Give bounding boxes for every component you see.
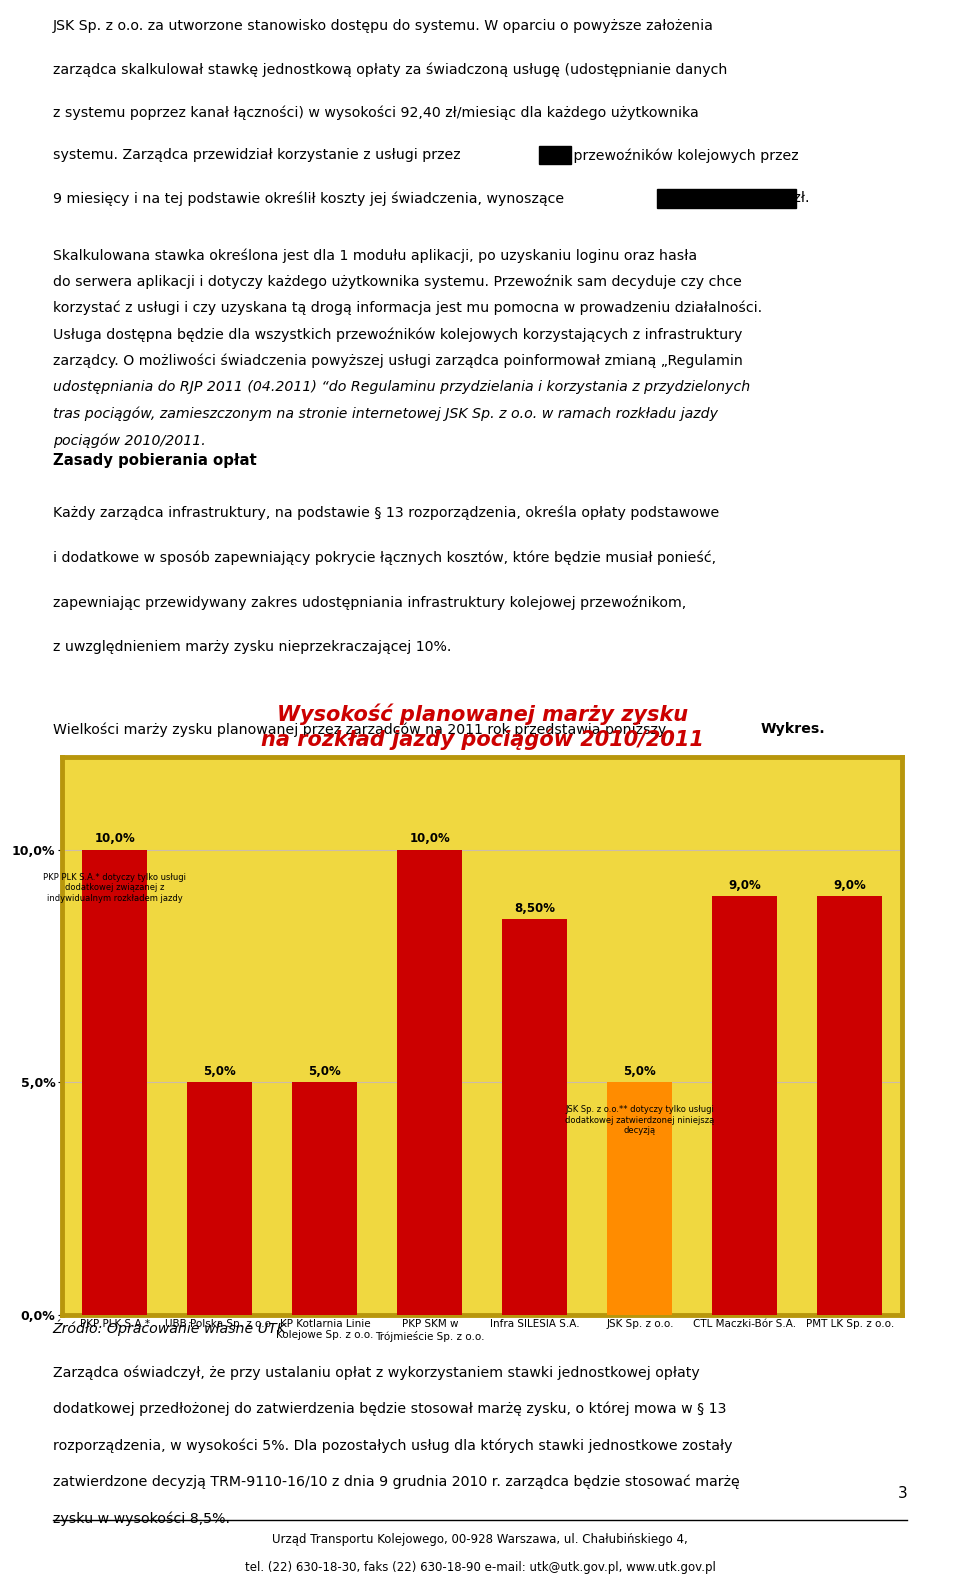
Text: tras pociągów, zamieszczonym na stronie internetowej JSK Sp. z o.o. w ramach roz: tras pociągów, zamieszczonym na stronie … (53, 406, 718, 422)
Text: pociągów 2010/2011.: pociągów 2010/2011. (53, 433, 205, 447)
Text: 5: 5 (541, 149, 568, 163)
Text: korzystać z usługi i czy uzyskana tą drogą informacja jest mu pomocna w prowadze: korzystać z usługi i czy uzyskana tą dro… (53, 300, 762, 316)
Text: Wielkości marży zysku planowanej przez zarządców na 2011 rok przedstawia poniższ: Wielkości marży zysku planowanej przez z… (53, 722, 670, 736)
Text: Wykres.: Wykres. (760, 722, 825, 736)
Text: 10,0%: 10,0% (94, 833, 135, 845)
Text: systemu. Zarządca przewidział korzystanie z usługi przez: systemu. Zarządca przewidział korzystani… (53, 149, 465, 163)
Text: dodatkowej przedłożonej do zatwierdzenia będzie stosował marżę zysku, o której m: dodatkowej przedłożonej do zatwierdzenia… (53, 1401, 727, 1416)
Bar (83, 850, 148, 1315)
Text: 10,0%: 10,0% (410, 833, 450, 845)
Text: Każdy zarządca infrastruktury, na podstawie § 13 rozporządzenia, określa opłaty : Każdy zarządca infrastruktury, na podsta… (53, 506, 719, 520)
Text: 5,0%: 5,0% (624, 1065, 657, 1078)
Text: Urząd Transportu Kolejowego, 00-928 Warszawa, ul. Chałubińskiego 4,: Urząd Transportu Kolejowego, 00-928 Wars… (272, 1533, 688, 1545)
Bar (293, 1082, 357, 1315)
Text: z systemu poprzez kanał łączności) w wysokości 92,40 zł/miesiąc dla każdego użyt: z systemu poprzez kanał łączności) w wys… (53, 106, 699, 120)
Text: i dodatkowe w sposób zapewniający pokrycie łącznych kosztów, które będzie musiał: i dodatkowe w sposób zapewniający pokryc… (53, 550, 716, 564)
Text: Zasady pobierania opłat: Zasady pobierania opłat (53, 453, 256, 468)
Text: 5,0%: 5,0% (308, 1065, 341, 1078)
Bar (187, 1082, 252, 1315)
Text: 4 158,00: 4 158,00 (660, 191, 794, 205)
Bar (817, 896, 882, 1315)
Text: zatwierdzone decyzją TRM-9110-16/10 z dnia 9 grudnia 2010 r. zarządca będzie sto: zatwierdzone decyzją TRM-9110-16/10 z dn… (53, 1474, 739, 1490)
Title: Wysokość planowanej marży zysku
na rozkład jazdy pociągów 2010/2011: Wysokość planowanej marży zysku na rozkł… (261, 703, 704, 749)
Text: zarządcy. O możliwości świadczenia powyższej usługi zarządca poinformował zmianą: zarządcy. O możliwości świadczenia powyż… (53, 354, 743, 368)
Text: 9,0%: 9,0% (833, 878, 866, 891)
Text: do serwera aplikacji i dotyczy każdego użytkownika systemu. Przewoźnik sam decyd: do serwera aplikacji i dotyczy każdego u… (53, 275, 742, 289)
Text: 9 miesięcy i na tej podstawie określił koszty jej świadczenia, wynoszące: 9 miesięcy i na tej podstawie określił k… (53, 191, 568, 205)
Bar (502, 920, 567, 1315)
Text: przewoźników kolejowych przez: przewoźników kolejowych przez (569, 149, 799, 163)
Text: tel. (22) 630-18-30, faks (22) 630-18-90 e-mail: utk@utk.gov.pl, www.utk.gov.pl: tel. (22) 630-18-30, faks (22) 630-18-90… (245, 1561, 715, 1574)
Text: JSK Sp. z o.o. za utworzone stanowisko dostępu do systemu. W oparciu o powyższe : JSK Sp. z o.o. za utworzone stanowisko d… (53, 19, 713, 33)
Text: Skalkulowana stawka określona jest dla 1 modułu aplikacji, po uzyskaniu loginu o: Skalkulowana stawka określona jest dla 1… (53, 248, 697, 262)
Text: 8,50%: 8,50% (515, 902, 556, 915)
Text: zysku w wysokości 8,5%.: zysku w wysokości 8,5%. (53, 1512, 229, 1526)
Text: z uwzględnieniem marży zysku nieprzekraczającej 10%.: z uwzględnieniem marży zysku nieprzekrac… (53, 640, 451, 654)
Text: 3: 3 (898, 1487, 907, 1501)
Bar (608, 1082, 672, 1315)
Text: 9,0%: 9,0% (729, 878, 761, 891)
Text: 5,0%: 5,0% (204, 1065, 236, 1078)
Text: udostępniania do RJP 2011 (04.2011) “do Regulaminu przydzielania i korzystania z: udostępniania do RJP 2011 (04.2011) “do … (53, 381, 750, 395)
Text: zł.: zł. (789, 191, 810, 205)
Text: Zarządca oświadczył, że przy ustalaniu opłat z wykorzystaniem stawki jednostkowe: Zarządca oświadczył, że przy ustalaniu o… (53, 1365, 700, 1379)
Text: PKP PLK S.A.* dotyczy tylko usługi
dodatkowej związanej z
indywidualnym rozkłade: PKP PLK S.A.* dotyczy tylko usługi dodat… (43, 874, 186, 902)
Text: JSK Sp. z o.o.** dotyczy tylko usługi
dodatkowej zatwierdzonej niniejszą
decyzją: JSK Sp. z o.o.** dotyczy tylko usługi do… (565, 1106, 714, 1134)
Bar (397, 850, 463, 1315)
Text: zapewniając przewidywany zakres udostępniania infrastruktury kolejowej przewoźni: zapewniając przewidywany zakres udostępn… (53, 596, 686, 610)
Text: Usługa dostępna będzie dla wszystkich przewoźników kolejowych korzystających z i: Usługa dostępna będzie dla wszystkich pr… (53, 327, 742, 341)
Bar (712, 896, 778, 1315)
Text: rozporządzenia, w wysokości 5%. Dla pozostałych usług dla których stawki jednost: rozporządzenia, w wysokości 5%. Dla pozo… (53, 1438, 732, 1452)
Text: zarządca skalkulował stawkę jednostkową opłaty za świadczoną usługę (udostępnian: zarządca skalkulował stawkę jednostkową … (53, 62, 727, 76)
Text: Źródło: Opracowanie własne UTK: Źródło: Opracowanie własne UTK (53, 1319, 287, 1337)
